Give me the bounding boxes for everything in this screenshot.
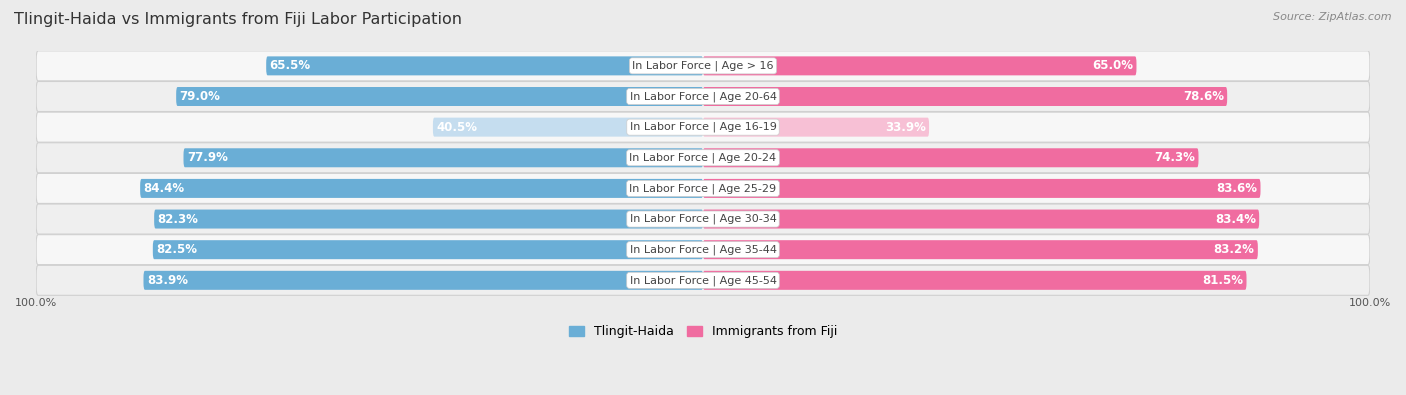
Text: In Labor Force | Age > 16: In Labor Force | Age > 16	[633, 60, 773, 71]
FancyBboxPatch shape	[37, 173, 1369, 203]
FancyBboxPatch shape	[37, 51, 1369, 81]
Text: 83.6%: 83.6%	[1216, 182, 1257, 195]
Text: 79.0%: 79.0%	[180, 90, 221, 103]
Text: In Labor Force | Age 30-34: In Labor Force | Age 30-34	[630, 214, 776, 224]
FancyBboxPatch shape	[143, 271, 703, 290]
FancyBboxPatch shape	[37, 265, 1369, 295]
FancyBboxPatch shape	[37, 235, 1369, 265]
Text: 40.5%: 40.5%	[436, 120, 477, 134]
FancyBboxPatch shape	[433, 118, 703, 137]
Text: 83.4%: 83.4%	[1215, 213, 1256, 226]
Text: 81.5%: 81.5%	[1202, 274, 1243, 287]
FancyBboxPatch shape	[176, 87, 703, 106]
FancyBboxPatch shape	[703, 148, 1198, 167]
FancyBboxPatch shape	[141, 179, 703, 198]
FancyBboxPatch shape	[703, 240, 1258, 259]
FancyBboxPatch shape	[37, 204, 1369, 234]
Legend: Tlingit-Haida, Immigrants from Fiji: Tlingit-Haida, Immigrants from Fiji	[564, 320, 842, 343]
Text: In Labor Force | Age 45-54: In Labor Force | Age 45-54	[630, 275, 776, 286]
Text: In Labor Force | Age 35-44: In Labor Force | Age 35-44	[630, 245, 776, 255]
Text: In Labor Force | Age 16-19: In Labor Force | Age 16-19	[630, 122, 776, 132]
FancyBboxPatch shape	[37, 143, 1369, 173]
FancyBboxPatch shape	[155, 210, 703, 229]
Text: 77.9%: 77.9%	[187, 151, 228, 164]
FancyBboxPatch shape	[37, 81, 1369, 111]
FancyBboxPatch shape	[153, 240, 703, 259]
Text: In Labor Force | Age 20-24: In Labor Force | Age 20-24	[630, 152, 776, 163]
FancyBboxPatch shape	[703, 271, 1247, 290]
FancyBboxPatch shape	[703, 179, 1261, 198]
Text: 65.0%: 65.0%	[1092, 59, 1133, 72]
Text: 65.5%: 65.5%	[270, 59, 311, 72]
Text: 82.5%: 82.5%	[156, 243, 197, 256]
Text: 84.4%: 84.4%	[143, 182, 184, 195]
Text: Tlingit-Haida vs Immigrants from Fiji Labor Participation: Tlingit-Haida vs Immigrants from Fiji La…	[14, 12, 463, 27]
Text: In Labor Force | Age 20-64: In Labor Force | Age 20-64	[630, 91, 776, 102]
Text: 83.9%: 83.9%	[146, 274, 188, 287]
Text: 78.6%: 78.6%	[1182, 90, 1223, 103]
Text: 82.3%: 82.3%	[157, 213, 198, 226]
FancyBboxPatch shape	[703, 56, 1136, 75]
Text: 83.2%: 83.2%	[1213, 243, 1254, 256]
FancyBboxPatch shape	[37, 112, 1369, 142]
Text: 33.9%: 33.9%	[884, 120, 925, 134]
Text: 74.3%: 74.3%	[1154, 151, 1195, 164]
Text: Source: ZipAtlas.com: Source: ZipAtlas.com	[1274, 12, 1392, 22]
FancyBboxPatch shape	[703, 87, 1227, 106]
FancyBboxPatch shape	[703, 210, 1260, 229]
FancyBboxPatch shape	[266, 56, 703, 75]
FancyBboxPatch shape	[184, 148, 703, 167]
Text: In Labor Force | Age 25-29: In Labor Force | Age 25-29	[630, 183, 776, 194]
FancyBboxPatch shape	[703, 118, 929, 137]
